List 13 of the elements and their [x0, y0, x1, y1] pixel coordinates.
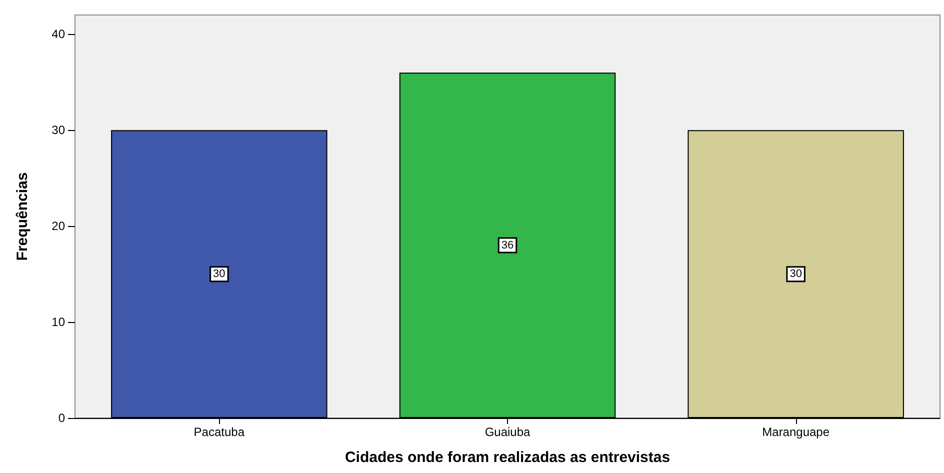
- x-axis-title: Cidades onde foram realizadas as entrevistas: [344, 449, 670, 466]
- data-label: 36: [501, 239, 514, 252]
- x-tick-label: Pacatuba: [194, 425, 245, 439]
- y-tick-label: 20: [52, 219, 66, 234]
- data-label: 30: [790, 268, 802, 280]
- y-tick-label: 0: [58, 411, 66, 425]
- y-tick-label: 30: [52, 123, 66, 138]
- data-label: 30: [213, 268, 226, 280]
- x-tick-label: Maranguape: [762, 425, 830, 439]
- y-tick-label: 40: [52, 27, 66, 42]
- y-axis-title: Frequências: [14, 172, 31, 261]
- x-tick-label: Guaiuba: [484, 425, 531, 439]
- y-tick-label: 10: [52, 315, 66, 330]
